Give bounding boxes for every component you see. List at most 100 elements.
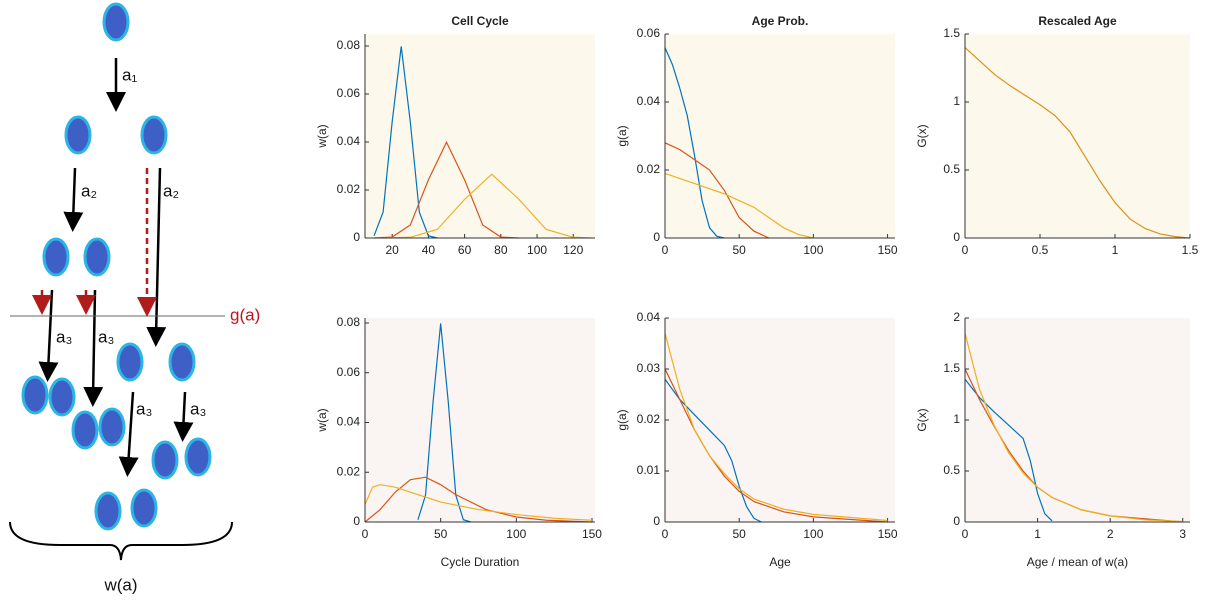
label: a₃ xyxy=(190,399,206,418)
cell xyxy=(168,342,196,382)
y-tick-label: 0.01 xyxy=(637,463,661,477)
y-axis-label: w(a) xyxy=(315,124,329,148)
line xyxy=(364,484,593,521)
line xyxy=(664,47,725,239)
line xyxy=(664,368,888,523)
line xyxy=(964,47,1191,239)
y-tick-label: 0.06 xyxy=(337,86,361,100)
x-tick-label: 100 xyxy=(803,243,823,257)
y-tick-label: 0.08 xyxy=(337,38,361,52)
y-axis-label: g(a) xyxy=(615,409,629,430)
x-tick-label: 50 xyxy=(733,527,747,541)
label: a₁ xyxy=(122,65,137,84)
x-axis-label: Age xyxy=(769,555,791,569)
chart-title: Cell Cycle xyxy=(451,14,509,28)
y-axis-label: g(a) xyxy=(615,125,629,146)
x-tick-label: 0.5 xyxy=(1032,243,1049,257)
y-tick-label: 0 xyxy=(353,230,360,244)
label: a₃ xyxy=(136,399,152,418)
y-tick-label: 0.06 xyxy=(337,365,361,379)
y-axis-label: G(x) xyxy=(915,124,929,147)
cell xyxy=(116,342,144,382)
cell xyxy=(94,491,122,531)
x-tick-label: 0 xyxy=(962,527,969,541)
red-arrows xyxy=(32,168,157,317)
cell xyxy=(64,115,92,155)
x-tick-label: 20 xyxy=(385,243,399,257)
x-tick-label: 100 xyxy=(527,243,547,257)
line xyxy=(664,142,770,239)
chart: 0 0.02 0.04 0.06 0.08 0 50 100 150 Cycle Duration… xyxy=(315,315,602,569)
y-axis-label: G(x) xyxy=(915,408,929,431)
x-tick-label: 0 xyxy=(662,527,669,541)
chart: 0 0.02 0.04 0.06 0 50 100 150 Age Prob. g(a) xyxy=(615,14,898,257)
y-axis-label: w(a) xyxy=(315,408,329,432)
y-tick-label: 0 xyxy=(953,514,960,528)
y-tick-label: 0.04 xyxy=(637,310,661,324)
line xyxy=(664,378,762,523)
x-tick-label: 80 xyxy=(494,243,508,257)
x-tick-label: 150 xyxy=(878,243,898,257)
x-axis-label: Age / mean of w(a) xyxy=(1027,555,1128,569)
x-tick-label: 120 xyxy=(563,243,583,257)
plot-background xyxy=(965,34,1190,238)
line xyxy=(664,172,814,239)
y-tick-label: 0.08 xyxy=(337,315,361,329)
plot-background xyxy=(665,34,895,238)
cell xyxy=(42,237,70,277)
y-tick-label: 1.5 xyxy=(943,361,960,375)
label: a₃ xyxy=(56,327,72,346)
cell xyxy=(102,2,130,42)
brace xyxy=(9,521,233,561)
x-tick-label: 100 xyxy=(506,527,526,541)
chart-title: Rescaled Age xyxy=(1038,14,1117,28)
y-tick-label: 0 xyxy=(353,514,360,528)
chart-title: Age Prob. xyxy=(752,14,809,28)
diagram: a₁ a₂ a₂ a₃ a₃ a₃ a₃ g(a) w(a) xyxy=(9,2,260,594)
label: g(a) xyxy=(230,305,260,324)
chart: 0 0.5 1 1.5 0 0.5 1 1.5 Rescaled Age G(x) xyxy=(915,14,1198,257)
x-tick-label: 100 xyxy=(803,527,823,541)
x-tick-label: 0 xyxy=(362,527,369,541)
cell xyxy=(130,488,158,528)
y-tick-label: 1.5 xyxy=(943,26,960,40)
x-tick-label: 60 xyxy=(458,243,472,257)
cell xyxy=(71,410,99,450)
line xyxy=(964,333,1183,523)
cell xyxy=(151,440,179,480)
x-tick-label: 1 xyxy=(1112,243,1119,257)
y-tick-label: 0.04 xyxy=(337,415,361,429)
x-tick-label: 1.5 xyxy=(1182,243,1199,257)
cell xyxy=(184,437,212,477)
y-tick-label: 0 xyxy=(653,230,660,244)
plot-background xyxy=(665,318,895,522)
line xyxy=(374,140,519,239)
label: a₃ xyxy=(98,327,114,346)
y-tick-label: 0 xyxy=(653,514,660,528)
chart: 0 0.5 1 1.5 2 0 1 2 3 Age / mean of w(a) G(x) xyxy=(915,310,1190,569)
line xyxy=(364,476,592,523)
x-axis-label: Cycle Duration xyxy=(441,555,520,569)
cell xyxy=(98,407,126,447)
label: w(a) xyxy=(103,575,137,594)
y-tick-label: 0.06 xyxy=(637,26,661,40)
y-tick-label: 0.02 xyxy=(637,162,661,176)
label: a₂ xyxy=(81,181,97,200)
y-tick-label: 0.04 xyxy=(337,134,361,148)
y-tick-label: 1 xyxy=(953,94,960,108)
y-tick-label: 0.04 xyxy=(637,94,661,108)
x-tick-label: 2 xyxy=(1107,527,1114,541)
y-tick-label: 2 xyxy=(953,310,960,324)
cell xyxy=(83,237,111,277)
x-tick-label: 0 xyxy=(962,243,969,257)
y-tick-label: 0.02 xyxy=(637,412,661,426)
y-tick-label: 0.5 xyxy=(943,162,960,176)
x-tick-label: 50 xyxy=(434,527,448,541)
y-tick-label: 0.5 xyxy=(943,463,960,477)
x-tick-label: 150 xyxy=(878,527,898,541)
chart: 0 0.01 0.02 0.03 0.04 0 50 100 150 Age g(a) xyxy=(615,310,898,569)
line xyxy=(664,333,888,522)
x-tick-label: 50 xyxy=(733,243,747,257)
cell xyxy=(48,377,76,417)
x-tick-label: 3 xyxy=(1179,527,1186,541)
